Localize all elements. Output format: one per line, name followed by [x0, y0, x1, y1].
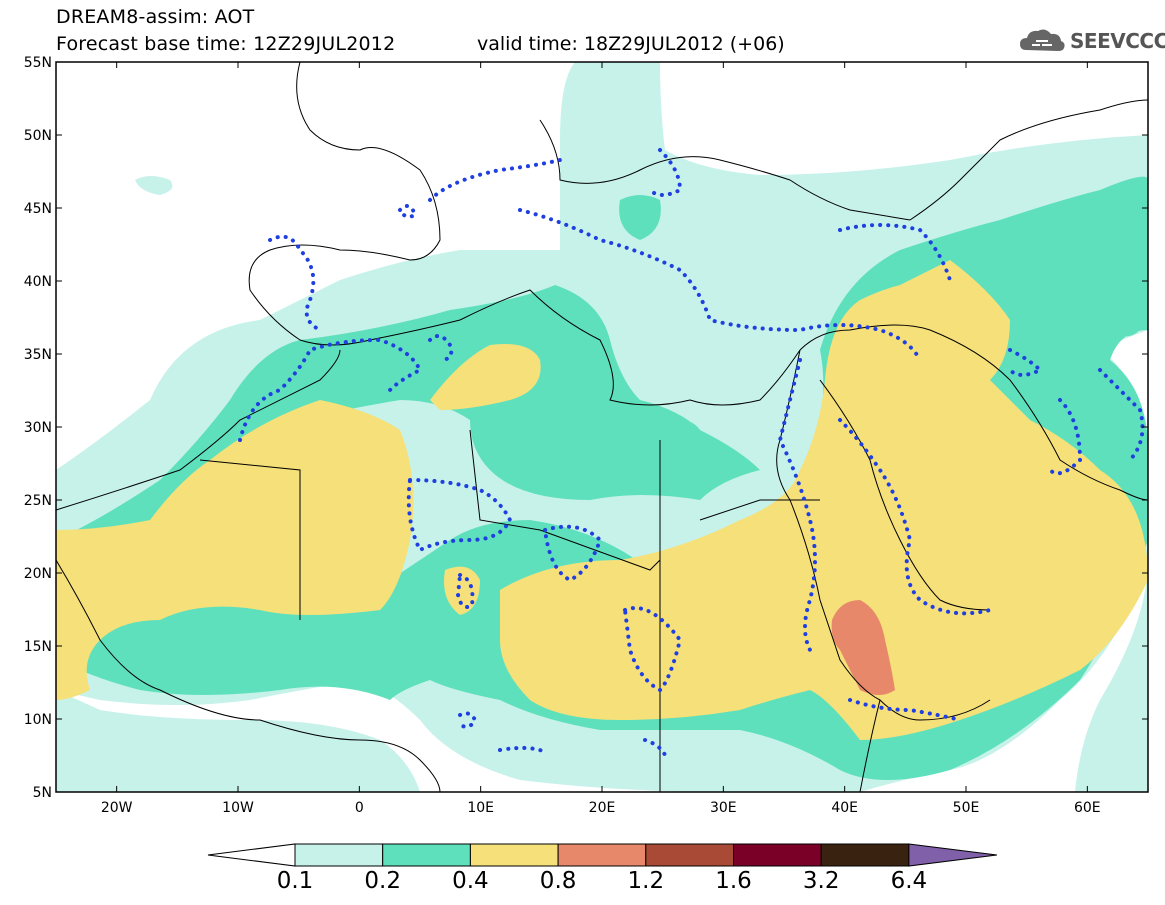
colorbar-box [469, 843, 559, 867]
colorbar-over-arrow [908, 843, 997, 867]
forecast-base-time: Forecast base time: 12Z29JUL2012 [56, 33, 396, 55]
colorbar-under-arrow [207, 843, 296, 867]
lat-label: 20N [24, 566, 52, 582]
colorbar-label: 6.4 [890, 868, 928, 894]
lon-label: 0 [355, 800, 364, 816]
colorbar-label: 0.4 [452, 868, 489, 894]
colorbar-label: 3.2 [802, 868, 840, 894]
lat-label: 10N [24, 712, 52, 728]
colorbar-box [645, 843, 734, 867]
map-title: DREAM8-assim: AOT [56, 6, 255, 28]
lat-label: 50N [24, 128, 52, 144]
lon-label: 20E [589, 800, 616, 816]
lat-label: 15N [24, 639, 52, 655]
cloud-icon [1020, 29, 1065, 51]
lon-label: 10W [222, 800, 254, 816]
lon-label: 10E [467, 800, 494, 816]
aot-field [56, 62, 1148, 792]
lat-label: 45N [24, 201, 52, 217]
colorbar-box [294, 843, 384, 867]
colorbar-label: 0.8 [539, 868, 577, 894]
colorbar-label: 1.6 [715, 868, 752, 894]
lon-label: 30E [710, 800, 737, 816]
lat-label: 25N [24, 493, 52, 509]
colorbar-label: 1.2 [627, 868, 665, 894]
seevccc-logo: SEEVCCC [1018, 26, 1165, 56]
lon-label: 50E [953, 800, 980, 816]
lat-label: 30N [24, 420, 52, 436]
lat-label: 5N [33, 785, 52, 801]
latitude-axis: 55N 50N 45N 40N 35N 30N 25N 20N 15N 10N 5N [24, 55, 1148, 801]
colorbar-label: 0.1 [276, 868, 314, 894]
colorbar-box [382, 843, 471, 867]
coastlines [56, 62, 1148, 792]
lon-label: 20W [101, 800, 133, 816]
longitude-axis: 20W 10W 0 10E 20E 30E 40E 50E 60E [101, 62, 1101, 816]
colorbar-box [557, 843, 647, 867]
colorbar-box [733, 843, 822, 867]
lat-label: 35N [24, 347, 52, 363]
lon-label: 40E [831, 800, 858, 816]
lon-label: 60E [1074, 800, 1101, 816]
dotted-contours [238, 148, 1145, 757]
lat-label: 55N [24, 55, 52, 71]
colorbar-box [820, 843, 910, 867]
colorbar-label: 0.2 [364, 868, 401, 894]
valid-time: valid time: 18Z29JUL2012 (+06) [477, 33, 785, 55]
aot-band-0.8 [831, 600, 895, 695]
lat-label: 40N [24, 274, 52, 290]
